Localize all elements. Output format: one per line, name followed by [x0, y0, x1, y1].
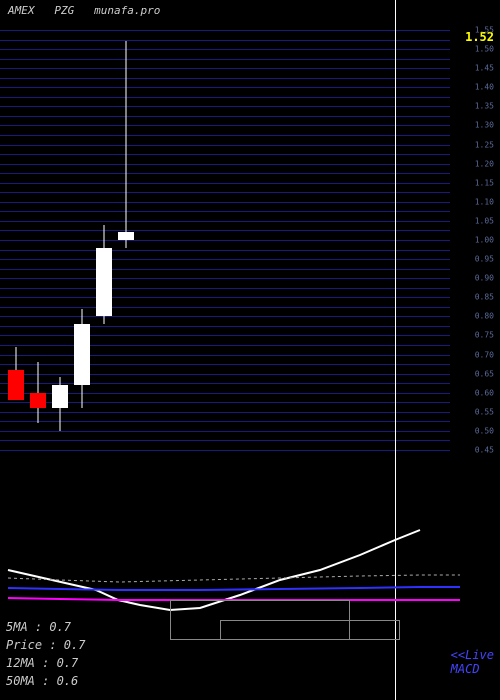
- chart-title: AMEX PZG munafa.pro: [8, 4, 160, 17]
- candle[interactable]: [30, 30, 46, 450]
- y-axis-label: 0.85: [475, 293, 494, 302]
- title-symbol: PZG: [54, 4, 74, 17]
- y-axis-label: 1.45: [475, 64, 494, 73]
- macd-label: <<Live MACD: [451, 648, 494, 676]
- y-axis-label: 0.65: [475, 369, 494, 378]
- candle-body: [96, 248, 112, 317]
- candle-wick: [126, 41, 127, 247]
- macd-text: MACD: [451, 662, 494, 676]
- y-axis-label: 1.55: [475, 26, 494, 35]
- y-axis-label: 1.10: [475, 197, 494, 206]
- candle[interactable]: [96, 30, 112, 450]
- y-axis-label: 1.35: [475, 102, 494, 111]
- info-row: 50MA : 0.6: [6, 672, 85, 690]
- indicator-line: [8, 530, 420, 610]
- y-axis-label: 0.80: [475, 312, 494, 321]
- candle-body: [118, 232, 134, 240]
- macd-live: <<Live: [451, 648, 494, 662]
- indicator-panel[interactable]: [0, 460, 500, 640]
- candle-body: [8, 370, 24, 401]
- title-source: munafa.pro: [94, 4, 160, 17]
- candle[interactable]: [8, 30, 24, 450]
- y-axis-label: 0.95: [475, 255, 494, 264]
- indicator-line: [8, 587, 460, 590]
- candle[interactable]: [118, 30, 134, 450]
- title-exchange: AMEX: [8, 4, 35, 17]
- y-axis-label: 0.50: [475, 426, 494, 435]
- info-row: Price : 0.7: [6, 636, 85, 654]
- y-axis-label: 0.90: [475, 274, 494, 283]
- y-axis-label: 1.05: [475, 216, 494, 225]
- y-axis-label: 1.30: [475, 121, 494, 130]
- y-axis-label: 1.25: [475, 140, 494, 149]
- grid-line: [0, 450, 450, 451]
- candle[interactable]: [74, 30, 90, 450]
- indicator-line: [8, 575, 460, 582]
- candle-body: [74, 324, 90, 385]
- info-box: 5MA : 0.7Price : 0.712MA : 0.750MA : 0.6: [6, 618, 85, 690]
- candle-body: [52, 385, 68, 408]
- y-axis-label: 0.55: [475, 407, 494, 416]
- y-axis-label: 1.50: [475, 45, 494, 54]
- y-axis-label: 0.75: [475, 331, 494, 340]
- y-axis-label: 1.00: [475, 236, 494, 245]
- y-axis-label: 0.45: [475, 446, 494, 455]
- y-axis-label: 1.15: [475, 178, 494, 187]
- info-row: 5MA : 0.7: [6, 618, 85, 636]
- candle-body: [30, 393, 46, 408]
- candle[interactable]: [52, 30, 68, 450]
- y-axis-label: 0.70: [475, 350, 494, 359]
- y-axis-label: 1.40: [475, 83, 494, 92]
- y-axis-label: 0.60: [475, 388, 494, 397]
- info-row: 12MA : 0.7: [6, 654, 85, 672]
- y-axis-label: 1.20: [475, 159, 494, 168]
- histogram-box: [220, 620, 400, 640]
- price-chart[interactable]: 1.52 1.551.501.451.401.351.301.251.201.1…: [0, 30, 500, 450]
